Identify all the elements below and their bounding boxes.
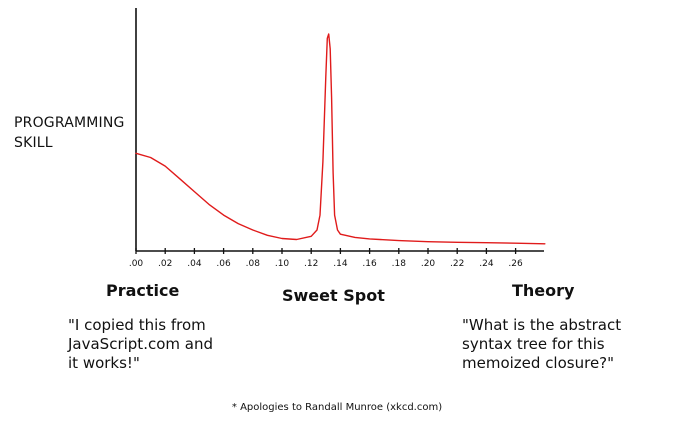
x-tick-label: .18 [392,259,407,269]
x-tick-label: .16 [362,259,377,269]
x-tick-label: .06 [216,259,231,269]
x-tick-label: .10 [275,259,290,269]
x-tick-label: .02 [158,259,172,269]
x-tick-label: .00 [129,259,144,269]
region-label-practice: Practice [106,281,180,300]
x-tick-label: .08 [246,259,261,269]
x-tick-label: .12 [304,259,318,269]
series-group [135,33,546,245]
footnote: * Apologies to Randall Munroe (xkcd.com) [231,402,443,413]
region-label-sweet-spot: Sweet Spot [282,286,385,305]
y-axis-label: PROGRAMMING SKILL [14,115,125,151]
quote-practice: "I copied this from JavaScript.com and i… [68,316,213,372]
x-tick-label: .14 [333,259,348,269]
x-tick-label: .22 [450,259,464,269]
x-tick-label: .04 [187,259,202,269]
series-line [135,33,546,245]
x-tick-label: .20 [421,259,436,269]
x-tick-label: .24 [479,259,494,269]
x-tick-labels: .00 .02 .04 .06 .08 .10 .12 .14 .16 .18 .20 .22 .24.… [129,259,523,269]
x-ticks [135,248,517,254]
quote-theory: "What is the abstract syntax tree for th… [462,316,622,372]
x-tick-label: .26 [508,259,523,269]
region-label-theory: Theory [512,281,575,300]
